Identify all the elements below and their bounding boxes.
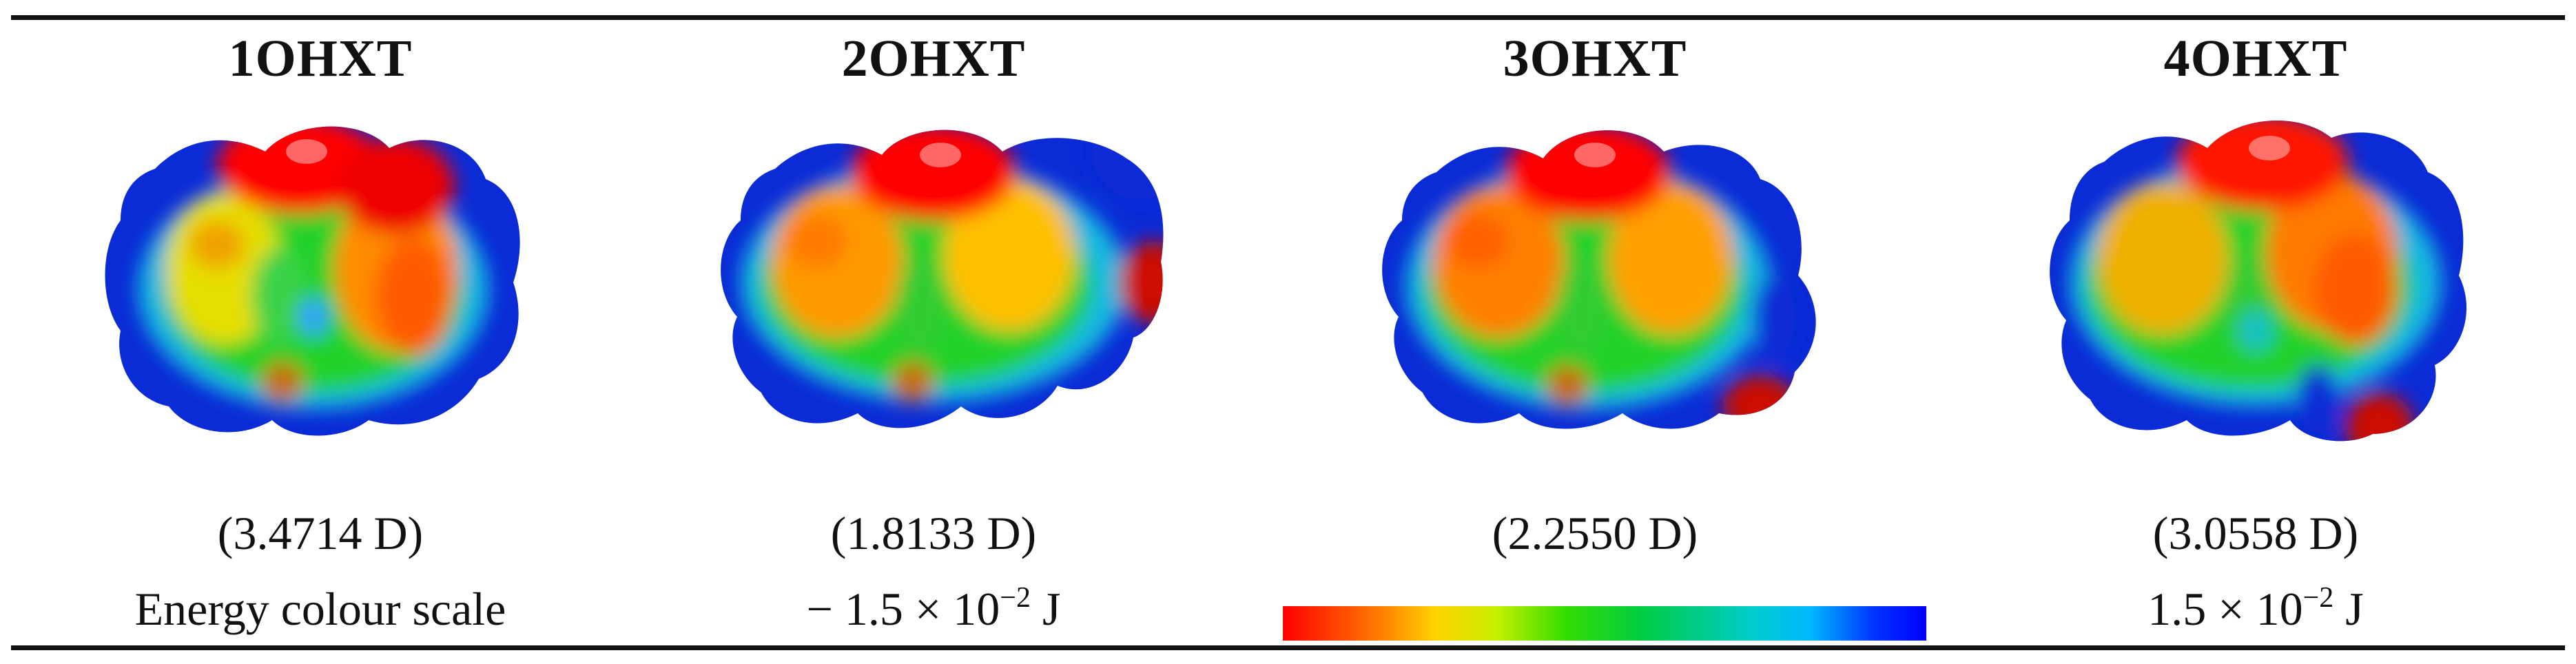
bottom-rule bbox=[11, 645, 2565, 650]
molecule-title: 1OHXT bbox=[228, 30, 413, 87]
molecule-panel-2: 2OHXT bbox=[613, 0, 1254, 664]
esp-map-image bbox=[1275, 110, 1915, 482]
scale-min-label: − 1.5 × 10−2 J bbox=[806, 582, 1061, 635]
dipole-moment: (3.0558 D) bbox=[2152, 507, 2359, 559]
molecule-title: 3OHXT bbox=[1503, 30, 1687, 87]
molecule-title: 4OHXT bbox=[2163, 30, 2348, 87]
molecule-panel-1: 1OHXT bbox=[0, 0, 641, 664]
molecule-title: 2OHXT bbox=[841, 30, 1026, 87]
esp-map-image bbox=[0, 110, 641, 482]
top-rule bbox=[11, 15, 2565, 20]
dipole-moment: (2.2550 D) bbox=[1492, 507, 1698, 559]
dipole-moment: (1.8133 D) bbox=[830, 507, 1037, 559]
scale-max-label: 1.5 × 10−2 J bbox=[2147, 582, 2364, 635]
molecule-panel-3: 3OHXT bbox=[1275, 0, 1915, 664]
esp-map-image bbox=[613, 110, 1254, 482]
energy-colour-bar bbox=[1283, 606, 1926, 641]
energy-scale-label: Energy colour scale bbox=[134, 583, 506, 635]
dipole-moment: (3.4714 D) bbox=[217, 507, 424, 559]
esp-map-image bbox=[1935, 110, 2576, 482]
molecule-panel-4: 4OHXT bbox=[1935, 0, 2576, 664]
